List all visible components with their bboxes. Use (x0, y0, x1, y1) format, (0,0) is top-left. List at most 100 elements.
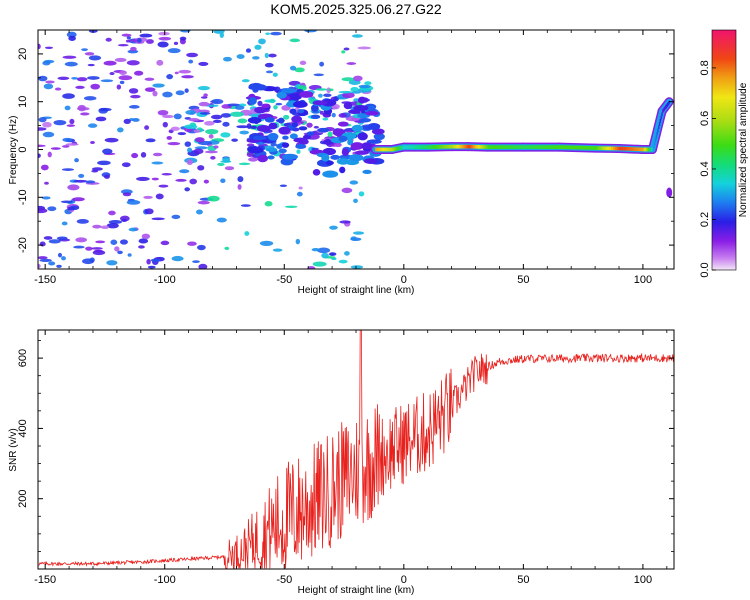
spectrogram-noise-blob (350, 265, 364, 269)
spectrogram-noise-blob (338, 90, 353, 94)
spectrogram-cluster-blob (348, 154, 364, 162)
spectrogram-cluster-blob (252, 135, 267, 141)
spectrogram-noise-blob (80, 112, 90, 116)
spectrogram-noise-blob (353, 198, 358, 204)
spectrogram-noise-blob (106, 260, 118, 266)
signal-core-cell (482, 145, 485, 149)
spectrogram-noise-blob (38, 256, 48, 260)
spectrogram-noise-blob (358, 191, 365, 197)
signal-core-cell (657, 128, 659, 133)
spectrogram-cluster-blob (310, 114, 321, 119)
snr-x-title: Height of straight line (km) (298, 585, 415, 596)
spectrogram-noise-blob (216, 217, 227, 223)
signal-core-cell (397, 146, 400, 151)
spectrogram-cluster-blob (361, 97, 369, 103)
spectrogram-noise-blob (141, 233, 150, 240)
spectrogram-noise-blob (315, 88, 328, 91)
spectrogram-cluster-blob (324, 138, 331, 145)
spectrogram-cluster-blob (278, 148, 287, 154)
spectrogram-noise-blob (198, 263, 208, 269)
spectrogram-noise-blob (250, 125, 257, 129)
spectrogram-noise-blob (185, 110, 197, 115)
spectrogram-noise-blob (196, 209, 203, 215)
spectrogram-cluster-blob (291, 115, 303, 123)
signal-core-cell (464, 144, 467, 149)
spectrogram-noise-blob (187, 241, 197, 246)
spectrogram-cluster-blob (363, 158, 378, 165)
signal-core-cell (609, 146, 612, 151)
spectrogram-noise-blob (146, 258, 151, 265)
spectrogram-noise-blob (311, 248, 320, 252)
spectrogram-cluster-blob (357, 132, 368, 141)
signal-core-cell (645, 147, 647, 152)
spectrogram-noise-blob (67, 184, 80, 191)
spectrogram-noise-blob (299, 60, 307, 66)
spectrogram-noise-blob (344, 251, 350, 256)
spectrogram-noise-blob (203, 179, 209, 184)
spectrogram-noise-blob (338, 113, 347, 118)
spectrogram-noise-blob (162, 91, 173, 98)
spectrogram-noise-blob (48, 239, 61, 244)
spectrogram-noise-blob (85, 246, 93, 251)
spectrogram-noise-blob (353, 98, 360, 102)
spectrogram-noise-blob (306, 122, 313, 128)
signal-core-cell (465, 144, 468, 149)
signal-core-cell (538, 145, 542, 149)
spectrogram-noise-blob (184, 141, 192, 147)
signal-core-cell (383, 147, 386, 152)
spectrogram-noise-blob (205, 128, 219, 135)
spectrogram-noise-blob (179, 169, 190, 174)
spectrogram-cluster-blob (265, 147, 278, 152)
spectrogram-cluster-blob (353, 104, 369, 112)
spectrogram-noise-blob (265, 70, 274, 74)
signal-core-cell (514, 145, 518, 149)
spectrogram-noise-blob (210, 156, 216, 160)
signal-core-cell (423, 145, 427, 149)
signal-core-cell (568, 145, 572, 150)
spectrogram-noise-blob (323, 93, 332, 97)
spectrogram-noise-blob (38, 43, 41, 50)
spectrogram-noise-blob (152, 90, 158, 97)
spectrogram-noise-blob (90, 83, 101, 90)
spectrogram-cluster-blob (321, 153, 330, 162)
spectrogram-cluster-blob (277, 117, 285, 124)
spectrogram-noise-blob (72, 197, 85, 202)
spectrogram-noise-blob (151, 177, 159, 181)
spectrogram-cluster-blob (343, 102, 353, 110)
signal-core-cell (646, 147, 649, 152)
spectrogram-cluster-blob (361, 142, 373, 150)
signal-core-cell (433, 145, 437, 149)
spectrogram-noise-blob (123, 118, 131, 125)
spectrogram-cluster-blob (351, 124, 364, 132)
spectrogram-noise-blob (66, 124, 76, 127)
signal-core-cell (595, 146, 598, 150)
spectrogram-noise-blob (108, 220, 123, 224)
spectrogram-noise-blob (210, 114, 223, 120)
x-tick-label: -100 (154, 574, 176, 586)
spectrogram-noise-blob (85, 180, 96, 184)
colorbar-tick-label: 0.8 (699, 60, 711, 75)
spectrogram-cluster-blob (247, 146, 264, 154)
spectrogram-noise-blob (128, 88, 139, 94)
signal-core-cell (615, 146, 618, 151)
spectrogram-noise-blob (87, 123, 98, 128)
spectrogram-noise-blob (289, 65, 297, 71)
spectrogram-noise-blob (146, 39, 154, 44)
spectrogram-noise-blob (38, 75, 48, 82)
spectrogram-noise-blob (126, 36, 132, 40)
signal-core-cell (668, 100, 670, 105)
spectrogram-noise-blob (166, 74, 174, 80)
signal-core-cell (375, 147, 378, 152)
spectrogram-noise-blob (328, 88, 334, 92)
colorbar-gradient (712, 30, 736, 270)
spectrogram-noise-blob (160, 240, 170, 246)
spectrogram-noise-blob (42, 121, 52, 128)
spectrogram-noise-blob (100, 79, 114, 83)
signal-core-cell (379, 147, 382, 152)
colorbar-label: Normalized spectral amplitude (738, 82, 749, 217)
x-tick-label: 0 (401, 274, 407, 286)
spectrogram-marks (38, 30, 674, 269)
spectrogram-noise-blob (220, 132, 231, 138)
